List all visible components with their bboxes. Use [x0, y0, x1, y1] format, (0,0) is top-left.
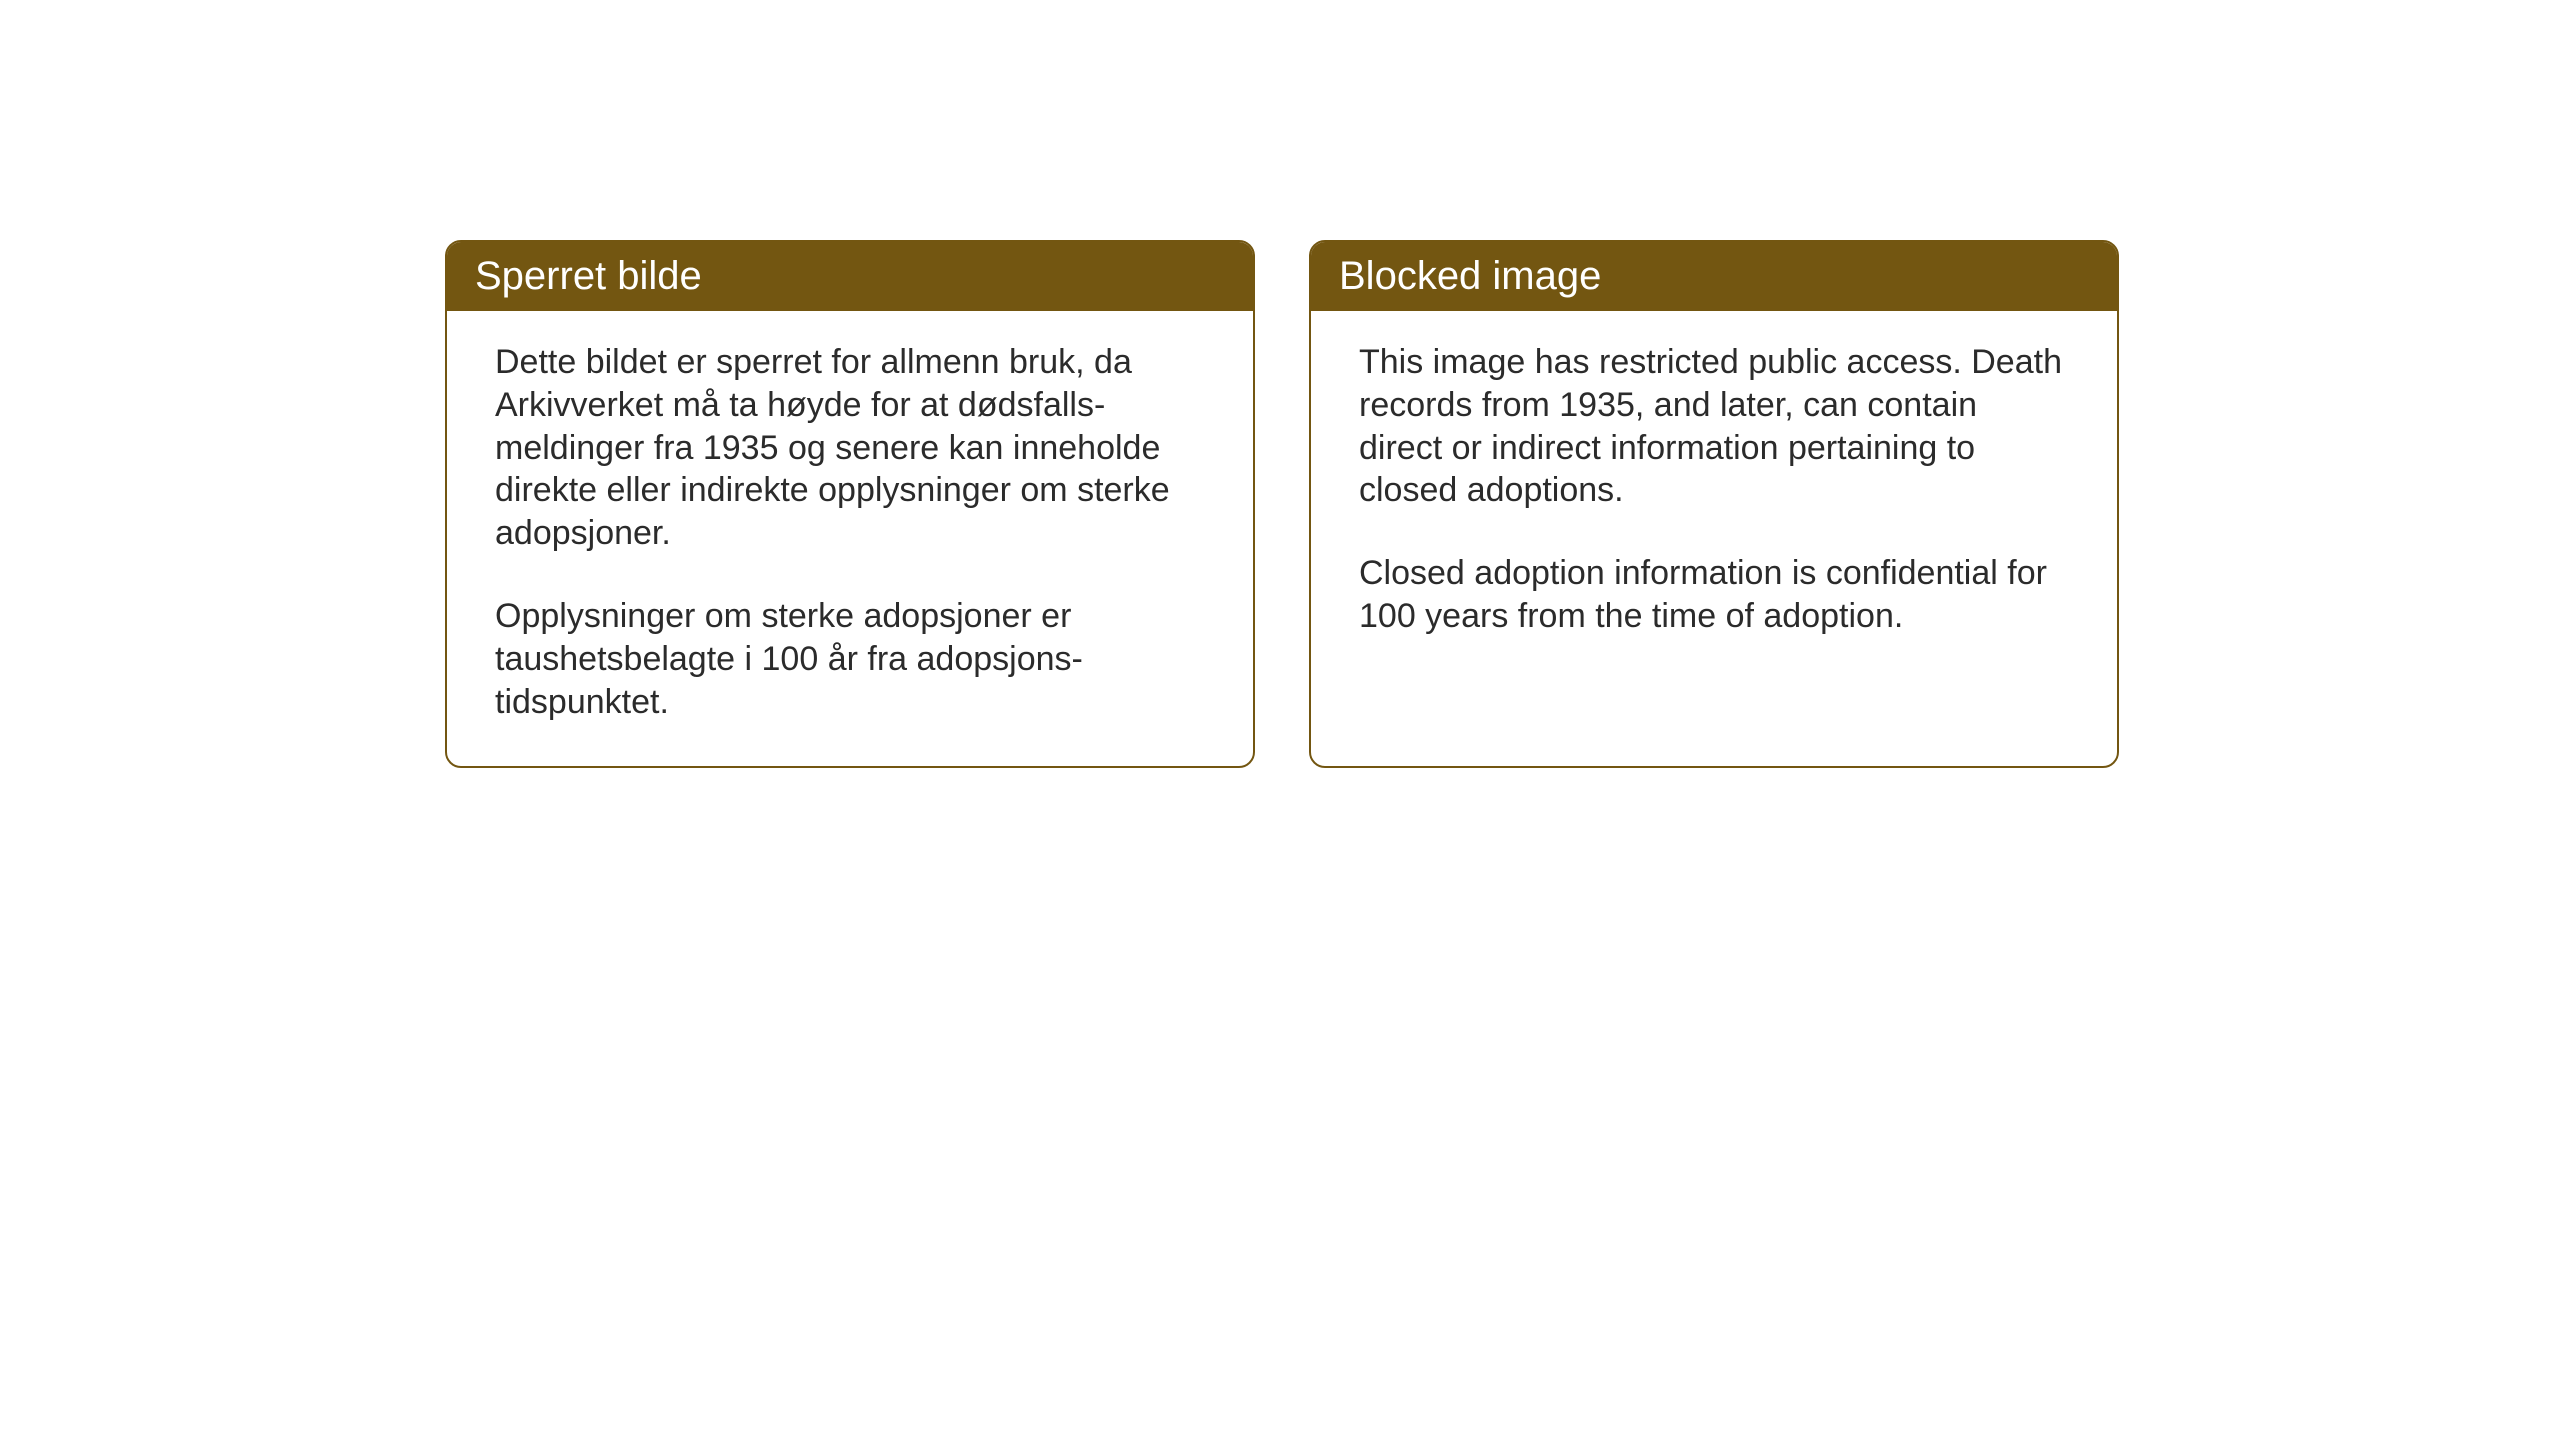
card-title-english: Blocked image: [1339, 254, 1601, 298]
notice-card-english: Blocked image This image has restricted …: [1309, 240, 2119, 768]
card-header-english: Blocked image: [1311, 242, 2117, 311]
card-body-norwegian: Dette bildet er sperret for allmenn bruk…: [447, 311, 1253, 766]
card-header-norwegian: Sperret bilde: [447, 242, 1253, 311]
card-paragraph: Closed adoption information is confident…: [1359, 552, 2069, 638]
card-paragraph: Opplysninger om sterke adopsjoner er tau…: [495, 595, 1205, 723]
notice-card-norwegian: Sperret bilde Dette bildet er sperret fo…: [445, 240, 1255, 768]
card-paragraph: This image has restricted public access.…: [1359, 341, 2069, 512]
card-body-english: This image has restricted public access.…: [1311, 311, 2117, 680]
card-paragraph: Dette bildet er sperret for allmenn bruk…: [495, 341, 1205, 555]
card-title-norwegian: Sperret bilde: [475, 254, 702, 298]
notice-cards-container: Sperret bilde Dette bildet er sperret fo…: [445, 240, 2119, 768]
